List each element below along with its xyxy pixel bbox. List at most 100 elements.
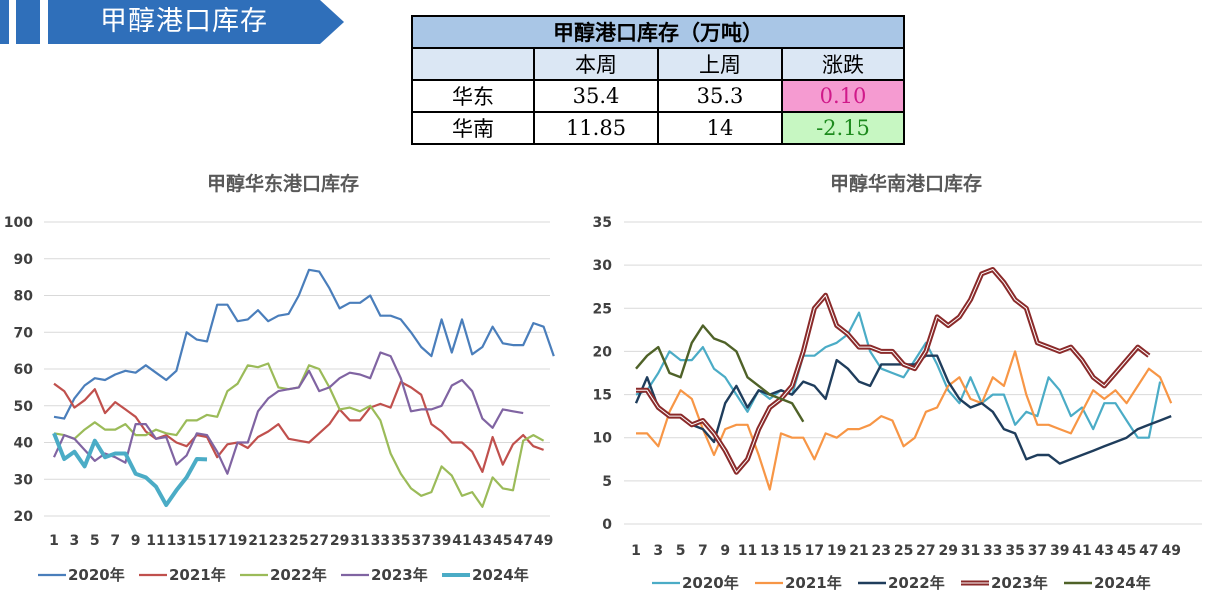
header-cell-blank xyxy=(411,47,535,81)
x-tick-label: 29 xyxy=(938,543,957,559)
x-tick-label: 37 xyxy=(1028,543,1047,559)
legend-label: 2024年 xyxy=(1094,574,1151,592)
x-tick-label: 41 xyxy=(1072,543,1091,559)
y-tick-label: 40 xyxy=(14,436,34,452)
x-tick-label: 27 xyxy=(309,533,328,549)
series-line-2020 xyxy=(635,311,1162,439)
x-tick-label: 17 xyxy=(207,533,226,549)
x-tick-label: 3 xyxy=(70,533,80,549)
header-cell-this-week: 本周 xyxy=(533,47,659,81)
x-tick-label: 47 xyxy=(513,533,532,549)
x-tick-label: 37 xyxy=(411,533,430,549)
change-cell: -2.15 xyxy=(781,111,905,145)
y-tick-label: 10 xyxy=(593,431,613,447)
page-title: 甲醇港口库存 xyxy=(100,6,268,37)
series-line-2021 xyxy=(636,350,1173,491)
x-tick-label: 7 xyxy=(110,533,120,549)
y-tick-label: 60 xyxy=(14,362,34,378)
banner-arrow xyxy=(48,0,344,44)
y-tick-label: 15 xyxy=(593,388,612,404)
series-line-2024 xyxy=(635,324,805,423)
x-tick-label: 29 xyxy=(330,533,349,549)
series-line-2023 xyxy=(636,269,1150,473)
x-tick-label: 23 xyxy=(269,533,288,549)
legend-label: 2023年 xyxy=(371,566,428,584)
x-tick-label: 25 xyxy=(289,533,308,549)
legend-label: 2021年 xyxy=(169,566,226,584)
legend-label: 2021年 xyxy=(785,574,842,592)
series-line-2021 xyxy=(53,380,544,473)
x-tick-label: 27 xyxy=(916,543,935,559)
x-tick-label: 47 xyxy=(1139,543,1158,559)
header-cell-last-week: 上周 xyxy=(657,47,783,81)
y-tick-label: 20 xyxy=(593,344,613,360)
x-tick-label: 43 xyxy=(473,533,492,549)
last-week-cell: 14 xyxy=(657,111,783,145)
series-line-2022 xyxy=(53,362,545,508)
x-tick-label: 33 xyxy=(983,543,1002,559)
y-tick-label: 20 xyxy=(14,509,34,525)
y-tick-label: 50 xyxy=(14,399,34,415)
x-tick-label: 35 xyxy=(391,533,410,549)
x-tick-label: 31 xyxy=(350,533,369,549)
x-tick-label: 11 xyxy=(146,533,165,549)
region-cell: 华南 xyxy=(411,111,535,145)
x-tick-label: 5 xyxy=(676,543,686,559)
x-tick-label: 45 xyxy=(493,533,512,549)
legend-label: 2022年 xyxy=(888,574,945,592)
last-week-cell: 35.3 xyxy=(657,79,783,113)
x-tick-label: 9 xyxy=(131,533,141,549)
x-tick-label: 49 xyxy=(534,533,553,549)
summary-table-header: 本周 上周 涨跌 xyxy=(411,47,905,81)
this-week-cell: 11.85 xyxy=(533,111,659,145)
series-line-2023 xyxy=(53,351,524,475)
legend-label: 2024年 xyxy=(472,566,529,584)
y-tick-label: 25 xyxy=(593,301,612,317)
x-tick-label: 13 xyxy=(167,533,186,549)
legend-label: 2020年 xyxy=(682,574,739,592)
y-tick-label: 90 xyxy=(14,252,34,268)
chart-title: 甲醇华南港口库存 xyxy=(830,172,982,195)
x-tick-label: 11 xyxy=(738,543,757,559)
y-tick-label: 35 xyxy=(593,215,612,231)
summary-table-title: 甲醇港口库存（万吨） xyxy=(411,15,905,49)
x-tick-label: 43 xyxy=(1095,543,1114,559)
legend-label: 2020年 xyxy=(68,566,125,584)
y-tick-label: 80 xyxy=(14,289,34,305)
y-tick-label: 0 xyxy=(602,517,612,533)
x-tick-label: 39 xyxy=(432,533,451,549)
banner-stripe-1 xyxy=(0,0,9,44)
region-cell: 华东 xyxy=(411,79,535,113)
x-tick-label: 3 xyxy=(653,543,663,559)
legend-label: 2022年 xyxy=(270,566,327,584)
x-tick-label: 41 xyxy=(452,533,471,549)
legend-label: 2023年 xyxy=(991,574,1048,592)
y-tick-label: 100 xyxy=(4,215,33,231)
x-tick-label: 15 xyxy=(782,543,801,559)
x-tick-label: 33 xyxy=(371,533,390,549)
y-tick-label: 30 xyxy=(14,472,34,488)
x-tick-label: 31 xyxy=(961,543,980,559)
series-line-2020 xyxy=(53,268,555,420)
x-tick-label: 21 xyxy=(248,533,267,549)
x-tick-label: 9 xyxy=(720,543,730,559)
x-tick-label: 45 xyxy=(1117,543,1136,559)
x-tick-label: 17 xyxy=(805,543,824,559)
change-cell: 0.10 xyxy=(781,79,905,113)
x-tick-label: 21 xyxy=(849,543,868,559)
x-tick-label: 15 xyxy=(187,533,206,549)
x-tick-label: 7 xyxy=(698,543,708,559)
banner-stripe-2 xyxy=(16,0,40,44)
x-tick-label: 23 xyxy=(872,543,891,559)
header-cell-change: 涨跌 xyxy=(781,47,905,81)
header-banner xyxy=(0,0,344,44)
summary-table: 甲醇港口库存（万吨） 本周 上周 涨跌 华东 35.4 35.3 0.10 华南… xyxy=(411,15,905,145)
x-tick-label: 35 xyxy=(1005,543,1024,559)
y-tick-label: 30 xyxy=(593,258,613,274)
x-tick-label: 19 xyxy=(228,533,247,549)
x-tick-label: 25 xyxy=(894,543,913,559)
x-tick-label: 1 xyxy=(49,533,59,549)
chart-title: 甲醇华东港口库存 xyxy=(207,172,359,195)
table-row: 华东 35.4 35.3 0.10 xyxy=(411,79,905,113)
